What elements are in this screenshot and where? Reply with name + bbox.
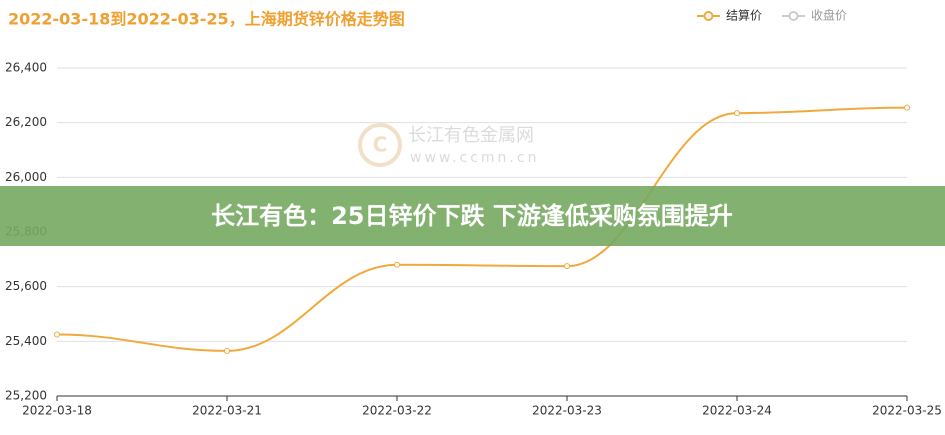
point [904,104,910,111]
y-tick-label: 25,400 [5,334,47,348]
point [394,261,400,268]
watermark-name: 长江有色金属网 [408,125,534,146]
y-tick-label: 26,000 [5,170,47,184]
x-tick-label: 2022-03-24 [702,404,772,418]
legend-label: 收盘价 [811,8,847,23]
point [54,331,60,338]
y-tick-label: 25,600 [5,279,47,293]
x-tick-label: 2022-03-23 [532,404,602,418]
legend-label: 结算价 [726,8,762,23]
point [734,110,740,117]
watermark: C 长江有色金属网 www.ccmn.cn [358,123,539,167]
x-tick-label: 2022-03-22 [362,404,432,418]
banner-text: 长江有色：25日锌价下跌 下游逢低采购氛围提升 [211,202,733,230]
y-tick-label: 25,200 [5,389,47,403]
watermark-logo [358,123,402,167]
watermark-url: www.ccmn.cn [410,150,539,166]
y-tick-label: 26,200 [5,115,47,129]
point [564,263,570,270]
x-tick-label: 2022-03-21 [192,404,262,418]
watermark-logo-letter: C [373,133,388,157]
chart-title: 2022-03-18到2022-03-25，上海期货锌价格走势图 [8,10,405,29]
series-line [56,106,908,352]
x-tick-label: 2022-03-25 [872,404,942,418]
banner [0,186,945,246]
legend-marker [788,11,799,21]
legend-marker [703,11,714,21]
point [224,347,230,354]
x-tick-label: 2022-03-18 [22,404,92,418]
y-tick-label: 26,400 [5,61,47,75]
